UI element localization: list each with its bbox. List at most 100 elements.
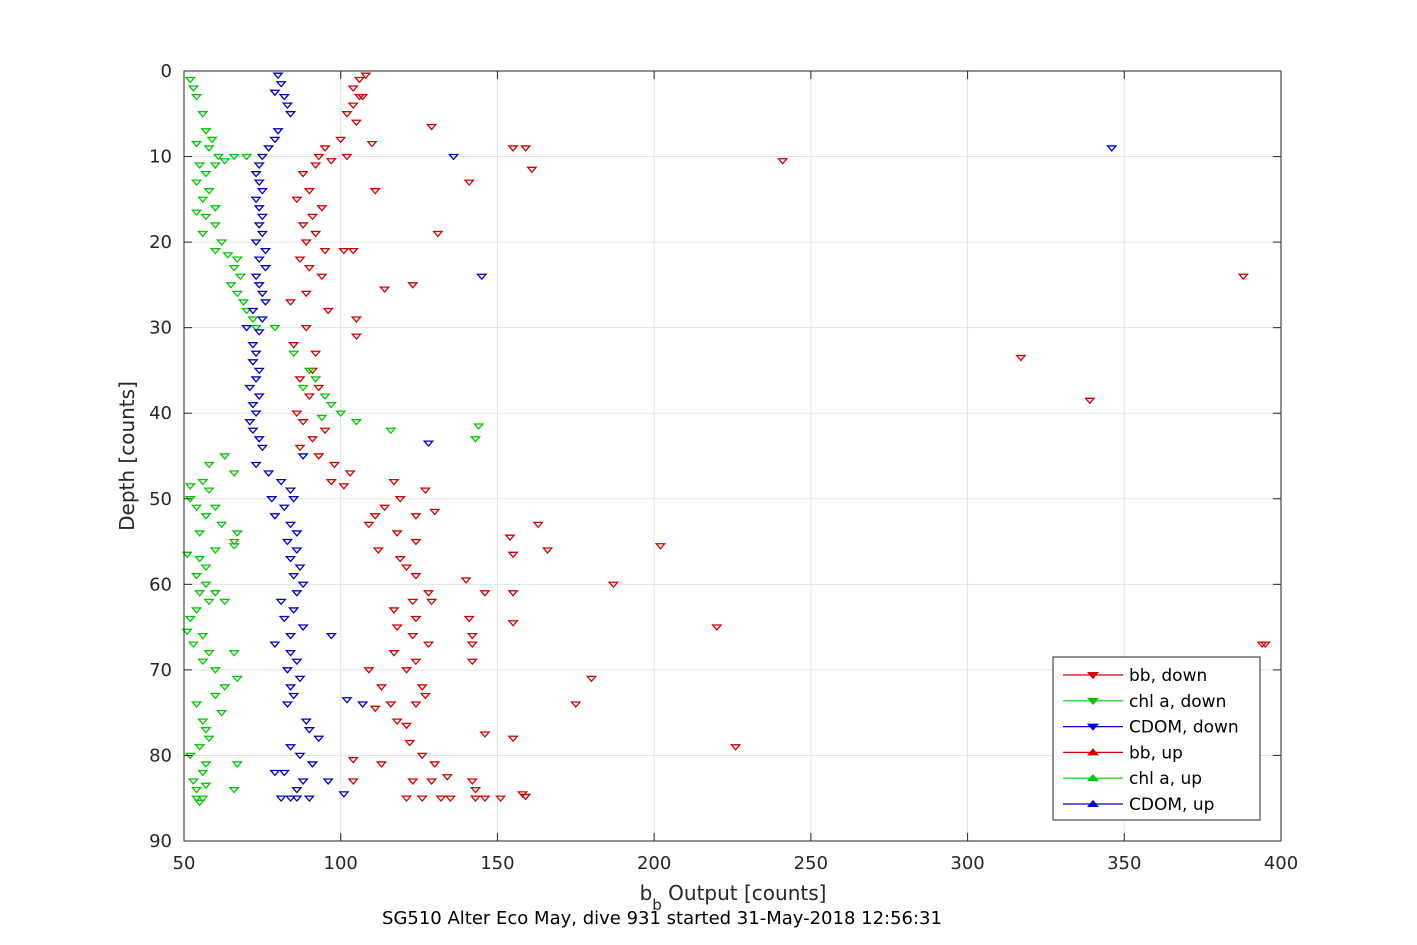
data-point <box>209 205 221 212</box>
data-point <box>294 376 306 383</box>
data-point <box>325 478 337 486</box>
data-point <box>231 290 243 298</box>
data-point <box>284 555 297 563</box>
data-point <box>231 675 243 683</box>
data-point <box>466 778 478 785</box>
data-point <box>416 684 428 691</box>
data-point <box>253 436 265 443</box>
data-point <box>197 111 209 118</box>
data-point <box>366 140 378 148</box>
data-point <box>244 384 256 392</box>
data-point <box>394 555 406 563</box>
data-point <box>344 470 356 477</box>
data-point <box>328 461 341 469</box>
data-point <box>200 564 212 572</box>
data-point <box>410 573 422 580</box>
data-point <box>281 102 294 110</box>
data-point <box>291 590 303 597</box>
data-point <box>291 530 303 537</box>
data-point <box>197 718 209 726</box>
data-marks <box>181 72 1271 807</box>
data-point <box>197 196 209 204</box>
data-point <box>209 692 221 700</box>
data-point <box>303 393 315 400</box>
data-point <box>247 342 259 349</box>
data-point <box>228 538 240 546</box>
y-tick-label: 20 <box>149 232 172 253</box>
data-point <box>247 359 259 366</box>
data-point <box>1259 641 1271 649</box>
data-point <box>410 538 422 546</box>
data-point <box>394 496 406 503</box>
data-point <box>360 72 372 80</box>
data-point <box>288 573 300 580</box>
legend-entry: CDOM, up <box>1063 795 1214 815</box>
x-axis-title: bb Output [counts] <box>640 881 827 914</box>
y-axis-title: Depth [counts] <box>115 381 139 531</box>
data-point <box>407 598 419 606</box>
data-point <box>388 607 400 614</box>
data-point <box>291 196 303 204</box>
data-point <box>200 213 212 221</box>
data-point <box>476 273 488 281</box>
x-axis-title-subscript: b <box>652 896 662 914</box>
data-point <box>247 316 259 323</box>
data-point <box>297 778 309 785</box>
data-point <box>1237 273 1249 281</box>
data-point <box>350 419 362 426</box>
x-tick-label: 200 <box>637 853 671 874</box>
data-point <box>303 727 315 734</box>
data-point <box>297 419 309 426</box>
data-point <box>1015 354 1027 362</box>
data-point <box>241 307 253 315</box>
data-point <box>341 153 353 161</box>
data-point <box>419 487 431 495</box>
data-point <box>297 624 309 631</box>
data-point <box>281 667 294 674</box>
data-point <box>507 735 519 743</box>
data-point <box>300 324 312 332</box>
data-point <box>190 93 203 101</box>
data-point <box>269 513 281 520</box>
data-point <box>479 731 491 738</box>
data-point <box>187 85 200 92</box>
data-point <box>256 290 268 298</box>
data-point <box>253 367 265 375</box>
data-point <box>291 795 303 803</box>
data-point <box>219 684 231 691</box>
legend-label: chl a, up <box>1129 769 1202 789</box>
data-point <box>479 795 491 803</box>
data-point <box>300 239 312 246</box>
y-tick-label: 40 <box>149 403 172 424</box>
data-point <box>247 427 259 435</box>
data-point <box>197 658 209 666</box>
data-point <box>297 384 309 392</box>
legend-entry: CDOM, down <box>1063 718 1239 738</box>
data-point <box>316 205 328 212</box>
data-point <box>194 530 206 537</box>
data-point <box>494 795 507 803</box>
data-point <box>263 145 275 152</box>
data-point <box>203 461 215 469</box>
x-tick-label: 100 <box>324 853 358 874</box>
data-point <box>388 650 400 657</box>
data-point <box>297 453 309 460</box>
legend-entry: chl a, up <box>1063 769 1202 789</box>
data-point <box>284 744 297 751</box>
data-point <box>250 239 262 246</box>
data-point <box>504 534 516 542</box>
data-point <box>194 799 206 807</box>
data-point <box>288 496 300 503</box>
data-point <box>269 641 281 649</box>
data-point <box>222 252 234 259</box>
data-point <box>297 170 309 178</box>
x-axis-title-base: b <box>640 881 653 905</box>
data-point <box>228 650 240 657</box>
data-point <box>711 624 723 631</box>
series-0 <box>284 72 1271 803</box>
data-point <box>200 170 212 178</box>
data-point <box>259 265 272 272</box>
data-point <box>231 761 243 768</box>
data-point <box>532 521 544 529</box>
data-point <box>288 607 300 614</box>
